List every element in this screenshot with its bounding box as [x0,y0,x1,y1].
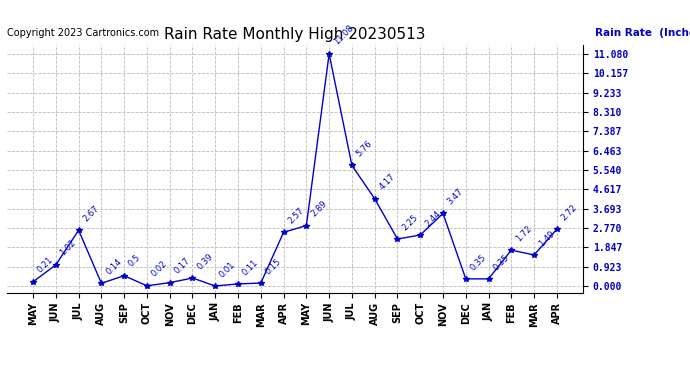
Text: 2.67: 2.67 [81,204,101,223]
Text: 0.14: 0.14 [104,257,124,276]
Text: 11.08: 11.08 [332,24,355,47]
Text: 0.5: 0.5 [127,253,143,269]
Text: 2.44: 2.44 [423,209,442,228]
Text: 1.02: 1.02 [59,238,78,258]
Text: 3.47: 3.47 [446,187,465,207]
Text: 2.57: 2.57 [286,206,306,225]
Text: Copyright 2023 Cartronics.com: Copyright 2023 Cartronics.com [7,28,159,38]
Text: 2.89: 2.89 [309,199,328,219]
Text: 0.21: 0.21 [36,255,55,275]
Text: 0.01: 0.01 [218,260,237,279]
Text: Rain Rate  (Inches/Hour): Rain Rate (Inches/Hour) [595,28,690,38]
Text: 0.02: 0.02 [150,260,169,279]
Text: 1.72: 1.72 [514,224,533,243]
Text: 1.49: 1.49 [537,229,556,248]
Text: 0.11: 0.11 [241,258,260,277]
Text: 0.35: 0.35 [491,252,511,272]
Text: 0.17: 0.17 [172,256,192,276]
Text: 0.39: 0.39 [195,252,215,271]
Text: 2.72: 2.72 [560,203,579,222]
Text: 0.15: 0.15 [264,257,283,276]
Text: 0.35: 0.35 [469,252,488,272]
Text: 5.76: 5.76 [355,139,374,159]
Text: 2.25: 2.25 [400,213,420,232]
Text: 4.17: 4.17 [377,172,397,192]
Title: Rain Rate Monthly High 20230513: Rain Rate Monthly High 20230513 [164,27,426,42]
